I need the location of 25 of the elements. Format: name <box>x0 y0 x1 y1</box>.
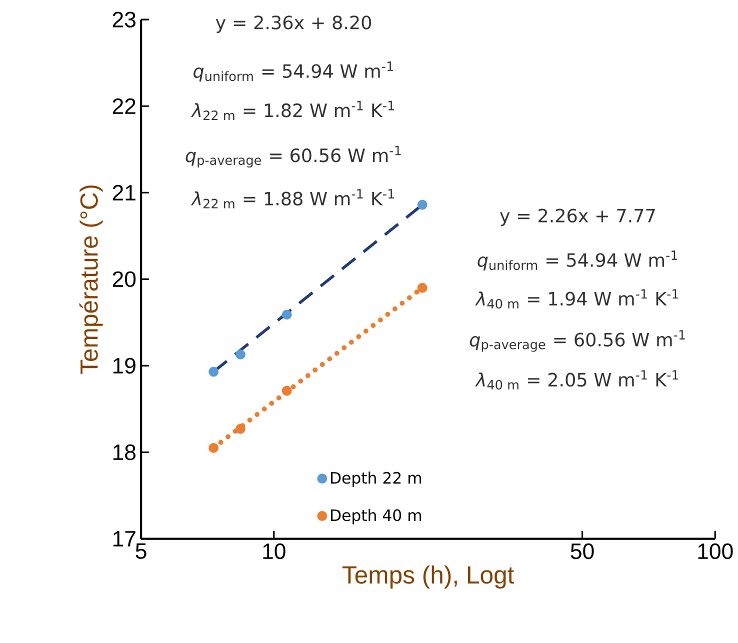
legend-label: Depth 22 m <box>331 472 422 488</box>
y-axis-title: Température (°C) <box>79 186 103 374</box>
annotation: y = 2.36x + 8.20 <box>216 16 372 34</box>
x-tick-label: 50 <box>570 544 594 560</box>
x-tick-label: 5 <box>136 544 146 560</box>
legend-label: Depth 40 m <box>331 509 422 524</box>
annotation: λ$_{40 m}$ = 1.94 W m$^{-1}$ K$^{-1}$ <box>475 289 678 309</box>
annotation: q$_{p-average}$ = 60.56 W m$^{-1}$ <box>470 330 685 352</box>
annotation: λ$_{22 m}$ = 1.88 W m$^{-1}$ K$^{-1}$ <box>190 189 394 208</box>
annotation: q$_{p-average}$ = 60.56 W m$^{-1}$ <box>186 146 401 168</box>
annotation: q$_{uniform}$ = 54.94 W m$^{-1}$ <box>478 250 678 271</box>
y-tick-label: 21 <box>112 185 136 201</box>
y-tick-label: 20 <box>112 272 136 288</box>
annotation: λ$_{22 m}$ = 1.82 W m$^{-1}$ K$^{-1}$ <box>190 101 394 120</box>
x-tick-label: 10 <box>263 544 286 560</box>
y-tick-label: 18 <box>113 444 136 460</box>
y-tick-label: 19 <box>113 358 136 374</box>
y-tick-label: 22 <box>112 98 136 114</box>
x-tick-label: 100 <box>698 544 733 560</box>
y-tick-label: 23 <box>112 12 136 28</box>
x-axis-title: Temps (h), Logt <box>342 566 514 589</box>
annotation: λ$_{40 m}$ = 2.05 W m$^{-1}$ K$^{-1}$ <box>475 370 678 390</box>
y-tick-label: 17 <box>113 531 136 547</box>
annotation: y = 2.26x + 7.77 <box>500 208 655 226</box>
annotation: q$_{uniform}$ = 54.94 W m$^{-1}$ <box>194 62 393 82</box>
